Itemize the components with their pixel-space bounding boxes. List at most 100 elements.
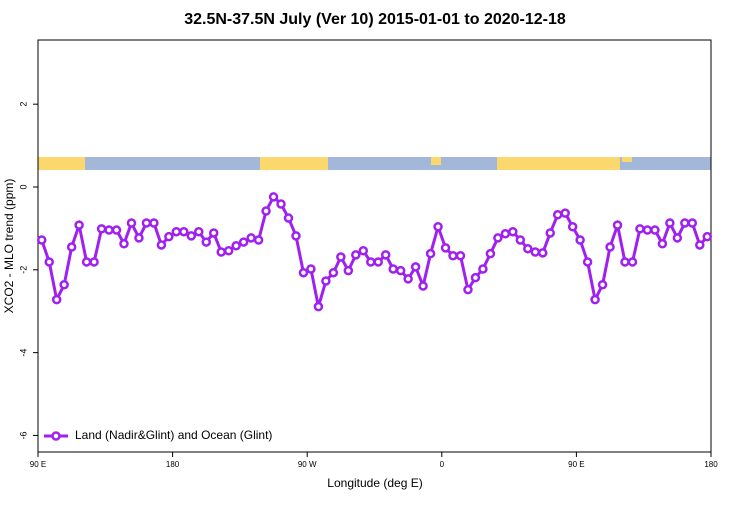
data-point (119, 238, 129, 249)
x-tick-label: 90 W (298, 460, 317, 469)
data-point (567, 221, 578, 232)
y-tick-label: -4 (18, 349, 28, 357)
y-tick-label: -2 (18, 266, 28, 274)
data-point (134, 233, 144, 243)
data-point (276, 199, 286, 209)
data-point (283, 213, 294, 223)
legend-label: Land (Nadir&Glint) and Ocean (Glint) (75, 428, 272, 442)
data-point (702, 231, 713, 242)
data-point (508, 226, 518, 237)
data-point (343, 265, 354, 276)
data-point (261, 206, 271, 216)
land (38, 157, 85, 170)
data-point (246, 233, 256, 243)
land-ocean-strip (38, 157, 711, 170)
x-tick-label: 90 E (30, 460, 46, 469)
land (431, 157, 441, 165)
data-point (403, 274, 413, 284)
x-tick-label: 180 (704, 460, 718, 469)
data-point (328, 267, 339, 278)
data-point (538, 248, 548, 258)
data-point (425, 248, 436, 259)
data-point (313, 301, 324, 312)
data-point (680, 218, 690, 228)
data-point (96, 224, 107, 234)
x-tick-label: 180 (166, 460, 180, 469)
data-point (104, 225, 114, 235)
data-point (575, 235, 585, 245)
data-point (194, 226, 204, 237)
data-point (306, 264, 316, 274)
land (497, 157, 620, 170)
data-point (253, 235, 264, 245)
y-axis-label: XCO2 - MLO trend (ppm) (2, 179, 16, 314)
data-point (186, 231, 197, 241)
data-point (657, 238, 668, 249)
data-point (545, 228, 555, 238)
data-point (523, 243, 533, 254)
data-point (433, 221, 443, 232)
data-point (44, 257, 54, 267)
data-point (358, 246, 369, 256)
data-point (351, 250, 361, 260)
data-point (470, 272, 481, 283)
data-point (485, 248, 496, 259)
data-point (298, 267, 309, 278)
data-point (171, 226, 182, 237)
data-point (463, 284, 473, 295)
data-point (179, 226, 189, 237)
data-point (627, 257, 638, 267)
data-point (380, 250, 391, 260)
y-tick-label: 2 (18, 102, 28, 107)
data-point (597, 279, 608, 290)
data-point (59, 279, 69, 290)
data-point (388, 264, 398, 274)
data-point (149, 218, 159, 228)
data-point (500, 229, 511, 239)
chart-title: 32.5N-37.5N July (Ver 10) 2015-01-01 to … (184, 11, 566, 28)
y-tick-label: -6 (18, 431, 28, 439)
x-tick-label: 90 E (568, 460, 584, 469)
data-point (552, 209, 563, 220)
data-point (478, 264, 488, 274)
legend-marker (51, 431, 61, 441)
data-point (336, 252, 346, 262)
data-point (231, 241, 241, 251)
data-point (560, 208, 570, 218)
data-point (493, 233, 503, 243)
data-point (126, 218, 137, 228)
data-point (695, 240, 705, 250)
data-point (141, 218, 152, 228)
data-point (672, 233, 683, 243)
data-point (455, 250, 466, 261)
data-point (687, 218, 698, 228)
data-point (418, 281, 428, 291)
data-point (605, 242, 615, 252)
data-point (612, 220, 623, 230)
data-point (515, 235, 526, 245)
data-point (268, 192, 279, 202)
data-point (238, 237, 249, 247)
data-point (216, 247, 226, 257)
data-point (156, 240, 167, 250)
data-point (373, 257, 383, 267)
data-point (223, 246, 234, 256)
data-point (66, 242, 77, 252)
x-axis-label: Longitude (deg E) (327, 476, 422, 490)
land (260, 157, 328, 170)
data-point (89, 257, 99, 267)
y-tick-label: 0 (18, 184, 28, 189)
plot-frame (37, 39, 712, 453)
data-point (36, 235, 47, 245)
data-point (410, 262, 421, 272)
data-point (448, 250, 458, 261)
land (622, 157, 632, 162)
data-point (582, 257, 593, 267)
data-point (642, 225, 653, 235)
data-point (208, 228, 219, 238)
series-line (40, 194, 709, 308)
data-point (51, 294, 62, 305)
data-point (74, 220, 84, 230)
data-point (620, 257, 630, 267)
